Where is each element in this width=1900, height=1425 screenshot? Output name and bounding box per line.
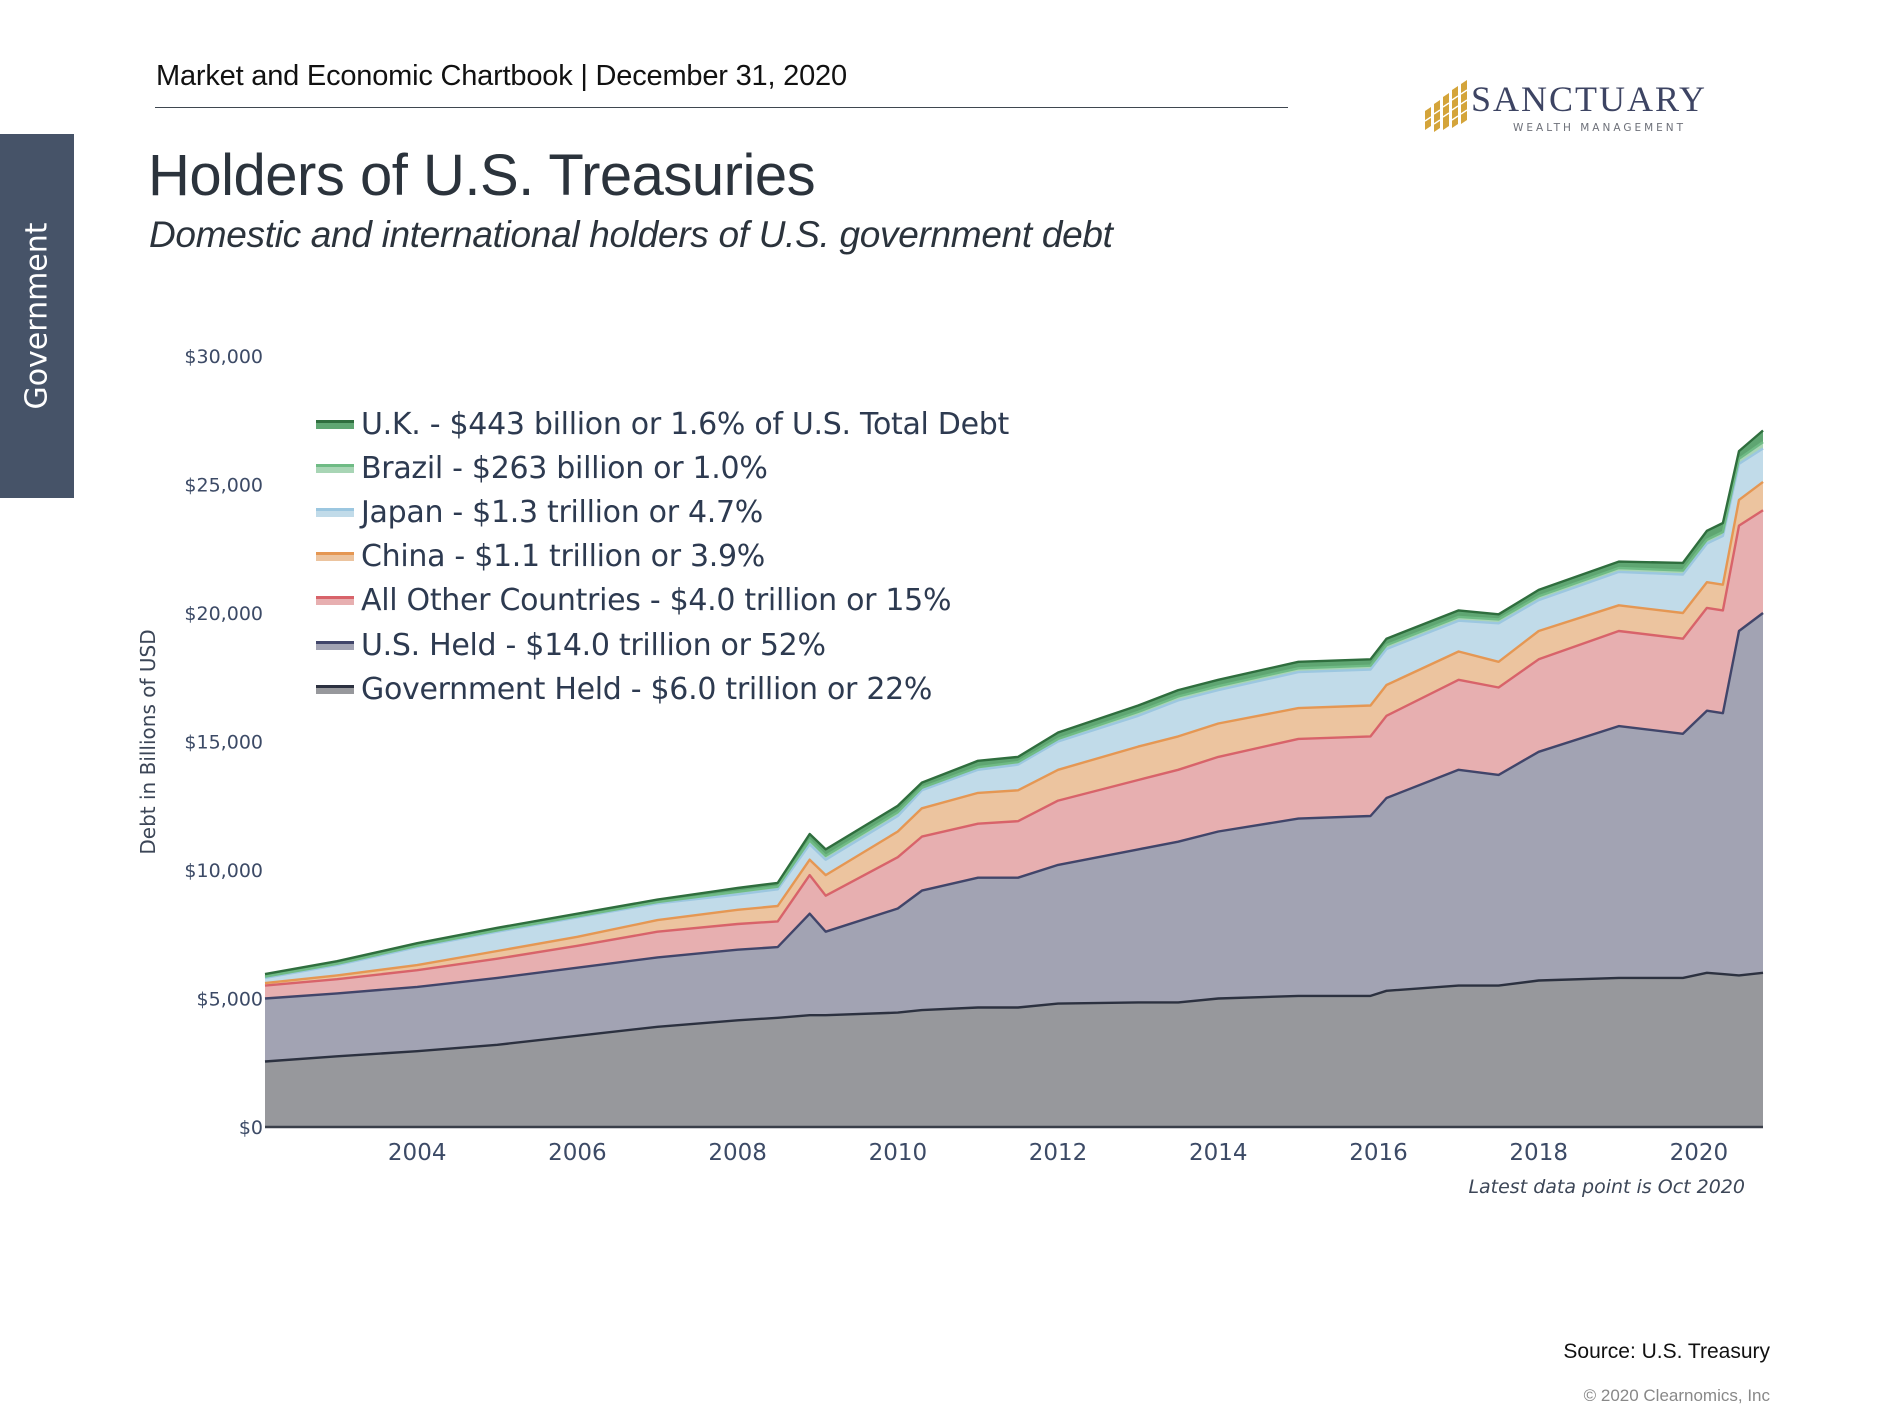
- x-tick-label: 2012: [1029, 1140, 1088, 1166]
- chart-axes: $0 $5,000 $10,000 $15,000 $20,000 $25,000 $30,…: [184, 346, 1763, 1166]
- logo-wordmark: SANCTUARY: [1471, 79, 1708, 119]
- x-tick-label: 2008: [708, 1140, 767, 1166]
- area-u-s-held: [265, 613, 1763, 1062]
- line-japan: [264, 447, 1764, 980]
- line-brazil: [264, 441, 1764, 978]
- legend-item[interactable]: Brazil - $263 billion or 1.0%: [316, 448, 768, 488]
- source-citation: Source: U.S. Treasury: [1563, 1340, 1770, 1363]
- x-tick-label: 2020: [1670, 1140, 1729, 1166]
- y-axis-title: Debt in Billions of USD: [136, 629, 160, 854]
- sanctuary-logo: SANCTUARY WEALTH MANAGEMENT: [1425, 78, 1725, 138]
- legend-item[interactable]: All Other Countries - $4.0 trillion or 1…: [316, 581, 951, 621]
- legend-label: Japan - $1.3 trillion or 4.7%: [361, 494, 763, 530]
- y-tick-label: $20,000: [184, 603, 263, 625]
- logo-tagline: WEALTH MANAGEMENT: [1513, 122, 1687, 134]
- legend-item[interactable]: China - $1.1 trillion or 3.9%: [316, 537, 765, 577]
- line-china: [264, 480, 1764, 985]
- legend-swatch-icon: [316, 463, 354, 473]
- legend-swatch-icon: [316, 419, 354, 429]
- legend-swatch-icon: [316, 640, 354, 650]
- y-tick-label: $15,000: [184, 732, 263, 754]
- y-tick-label: $5,000: [197, 989, 263, 1011]
- copyright-notice: © 2020 Clearnomics, Inc: [1583, 1386, 1770, 1405]
- page-subtitle: Domestic and international holders of U.…: [149, 214, 1113, 255]
- legend-item[interactable]: Japan - $1.3 trillion or 4.7%: [316, 492, 763, 532]
- line-u-s-held: [264, 612, 1764, 1000]
- line-all-other-countries: [264, 509, 1764, 987]
- legend-item[interactable]: U.S. Held - $14.0 trillion or 52%: [316, 625, 826, 665]
- line-u-k: [264, 429, 1764, 976]
- y-tick-label: $0: [239, 1117, 263, 1139]
- legend-label: China - $1.1 trillion or 3.9%: [361, 539, 766, 575]
- header-divider: [155, 107, 1288, 108]
- legend-swatch-icon: [316, 507, 354, 517]
- x-tick-label: 2014: [1189, 1140, 1248, 1166]
- legend-swatch-icon: [316, 552, 354, 562]
- x-tick-label: 2010: [869, 1140, 928, 1166]
- legend-label: U.K. - $443 billion or 1.6% of U.S. Tota…: [361, 406, 1009, 442]
- section-sidebar-tab: Government: [0, 134, 74, 498]
- x-tick-label: 2016: [1349, 1140, 1408, 1166]
- y-tick-label: $10,000: [184, 860, 263, 882]
- logo-mark-icon: [1425, 80, 1468, 132]
- legend-item[interactable]: U.K. - $443 billion or 1.6% of U.S. Tota…: [316, 404, 1009, 444]
- area-layers: [264, 429, 1764, 1127]
- legend-swatch-icon: [316, 684, 354, 694]
- legend-swatch-icon: [316, 596, 354, 606]
- page-title: Holders of U.S. Treasuries: [148, 143, 816, 208]
- area-government-held: [265, 972, 1763, 1127]
- legend-item[interactable]: Government Held - $6.0 trillion or 22%: [316, 669, 932, 709]
- x-tick-label: 2004: [388, 1140, 447, 1166]
- y-tick-label: $30,000: [184, 346, 263, 368]
- legend-label: U.S. Held - $14.0 trillion or 52%: [361, 627, 826, 663]
- chartbook-header: Market and Economic Chartbook | December…: [156, 60, 847, 92]
- legend-label: All Other Countries - $4.0 trillion or 1…: [361, 583, 952, 619]
- legend-label: Brazil - $263 billion or 1.0%: [361, 450, 768, 486]
- x-tick-label: 2018: [1509, 1140, 1568, 1166]
- latest-data-note: Latest data point is Oct 2020: [1468, 1176, 1745, 1198]
- y-tick-label: $25,000: [184, 475, 263, 497]
- legend-label: Government Held - $6.0 trillion or 22%: [361, 671, 933, 707]
- line-government-held: [264, 971, 1764, 1063]
- area-all-other-countries: [265, 510, 1763, 999]
- x-tick-label: 2006: [548, 1140, 607, 1166]
